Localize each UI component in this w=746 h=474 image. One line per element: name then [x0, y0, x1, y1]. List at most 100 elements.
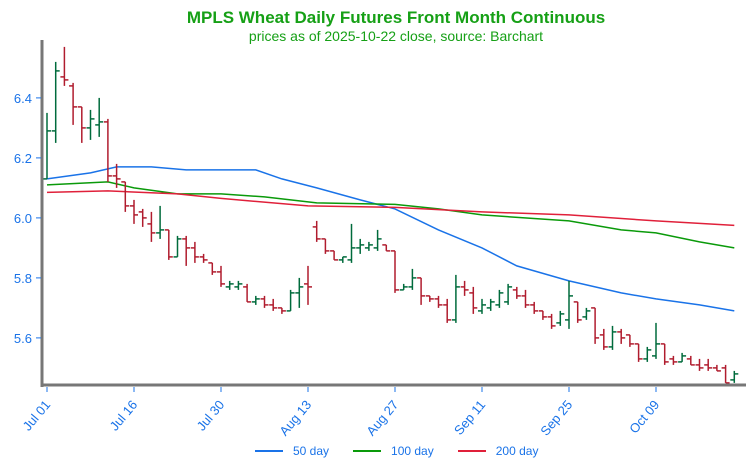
- ohlc-bar: [582, 307, 591, 320]
- ohlc-bar: [451, 274, 460, 323]
- ohlc-bar: [417, 277, 426, 305]
- ohlc-bar: [608, 325, 617, 350]
- ohlc-bar: [321, 238, 330, 254]
- ohlc-bar: [469, 286, 478, 314]
- ohlc-bar: [460, 280, 469, 296]
- ohlc-bar: [286, 289, 295, 312]
- x-tick-label: Jul 30: [194, 397, 228, 433]
- ohlc-bar: [373, 229, 382, 251]
- ohlc-bar: [547, 313, 556, 329]
- ohlc-bar: [243, 283, 252, 303]
- ohlc-bar: [625, 334, 634, 347]
- ohlc-bar: [486, 298, 495, 311]
- ohlc-bar: [599, 328, 608, 350]
- chart-title: MPLS Wheat Daily Futures Front Month Con…: [186, 8, 606, 27]
- ohlc-bar: [77, 106, 86, 143]
- legend-item-200-day: 200 day: [457, 444, 539, 458]
- ohlc-bar: [234, 280, 243, 290]
- ohlc-bar: [347, 223, 356, 263]
- ohlc-bar: [573, 301, 582, 323]
- ohlc-bar: [721, 364, 730, 384]
- ohlc-bar: [156, 205, 165, 239]
- ohlc-bar: [312, 220, 321, 242]
- ohlc-bar: [478, 298, 486, 314]
- ohlc-bar: [364, 241, 373, 251]
- y-tick-label: 5.8: [14, 271, 32, 286]
- x-tick-label: Aug 27: [363, 397, 401, 438]
- ohlc-bar: [130, 199, 138, 224]
- chart-subtitle: prices as of 2025-10-22 close, source: B…: [248, 28, 544, 44]
- ohlc-bar: [556, 310, 565, 326]
- ohlc-bar: [190, 241, 199, 263]
- ohlc-bar: [495, 289, 504, 308]
- legend-label: 100 day: [391, 444, 434, 458]
- ohlc-bar: [199, 253, 208, 263]
- x-tick-label: Jul 01: [20, 397, 54, 433]
- legend-label: 200 day: [495, 444, 539, 458]
- legend: 50 day 100 day 200 day: [255, 444, 538, 458]
- ohlc-bar: [712, 364, 721, 372]
- y-tick-label: 6.4: [14, 91, 32, 106]
- ohlc-bar: [304, 265, 312, 305]
- ohlc-bar: [86, 109, 95, 140]
- ohlc-bar: [173, 235, 182, 258]
- ohlc-bar: [643, 346, 652, 362]
- ohlc-bar: [521, 289, 530, 308]
- ohlc-bar: [617, 328, 626, 344]
- ohlc-bar: [51, 61, 60, 143]
- ohlc-bar: [147, 211, 156, 242]
- ohlc-bar: [295, 277, 304, 308]
- ohlc-bar: [269, 298, 278, 311]
- ohlc-bar: [330, 250, 339, 261]
- ohlc-bar: [103, 118, 112, 182]
- legend-swatch: [353, 450, 382, 452]
- ohlc-bar: [530, 301, 539, 314]
- ohlc-bar: [686, 355, 695, 366]
- legend-swatch: [457, 450, 486, 452]
- ohlc-bar: [634, 343, 643, 362]
- ohlc-bar: [164, 229, 173, 260]
- x-tick-label: Sep 25: [537, 397, 575, 438]
- ohlc-bar: [652, 322, 660, 359]
- ohlc-bar: [538, 310, 547, 320]
- x-tick-label: Sep 11: [451, 397, 488, 437]
- ohlc-bar: [512, 286, 521, 299]
- ohlc-bar: [260, 295, 269, 308]
- ohlc-bar: [730, 370, 739, 383]
- ohlc-bar: [591, 307, 600, 344]
- ohlc-bar: [251, 295, 260, 305]
- x-tick-label: Jul 16: [107, 397, 141, 433]
- legend-item-100-day: 100 day: [353, 444, 434, 458]
- ohlc-bar: [660, 343, 669, 365]
- x-tick-label: Oct 09: [626, 397, 662, 436]
- ohlc-bar: [443, 298, 452, 323]
- ohlc-bar: [669, 355, 678, 365]
- ohlc-bar: [382, 244, 391, 252]
- ohlc-bar: [225, 280, 234, 290]
- ohlc-bar: [217, 265, 225, 287]
- y-tick-label: 5.6: [14, 331, 32, 346]
- ohlc-bar: [678, 352, 687, 363]
- ohlc-bar: [704, 358, 713, 371]
- y-tick-label: 6.0: [14, 211, 32, 226]
- ohlc-bar: [695, 358, 704, 371]
- ohlc-bar: [399, 283, 408, 291]
- ohlc-bar: [69, 82, 78, 125]
- ohlc-bar: [338, 256, 347, 263]
- ohlc-bar: [391, 250, 399, 293]
- ohlc-bar: [208, 262, 217, 275]
- y-tick-label: 6.2: [14, 151, 32, 166]
- ohlc-bar: [425, 295, 434, 302]
- legend-item-50-day: 50 day: [255, 444, 329, 458]
- legend-swatch: [255, 450, 283, 452]
- x-tick-label: Aug 13: [276, 397, 314, 438]
- ohlc-bar: [60, 46, 69, 86]
- ohlc-bar: [565, 280, 573, 329]
- ohlc-bar: [408, 268, 417, 290]
- ohlc-bar: [356, 238, 365, 254]
- ohlc-bar: [95, 97, 104, 137]
- ohlc-bar: [121, 181, 130, 212]
- legend-label: 50 day: [293, 444, 330, 458]
